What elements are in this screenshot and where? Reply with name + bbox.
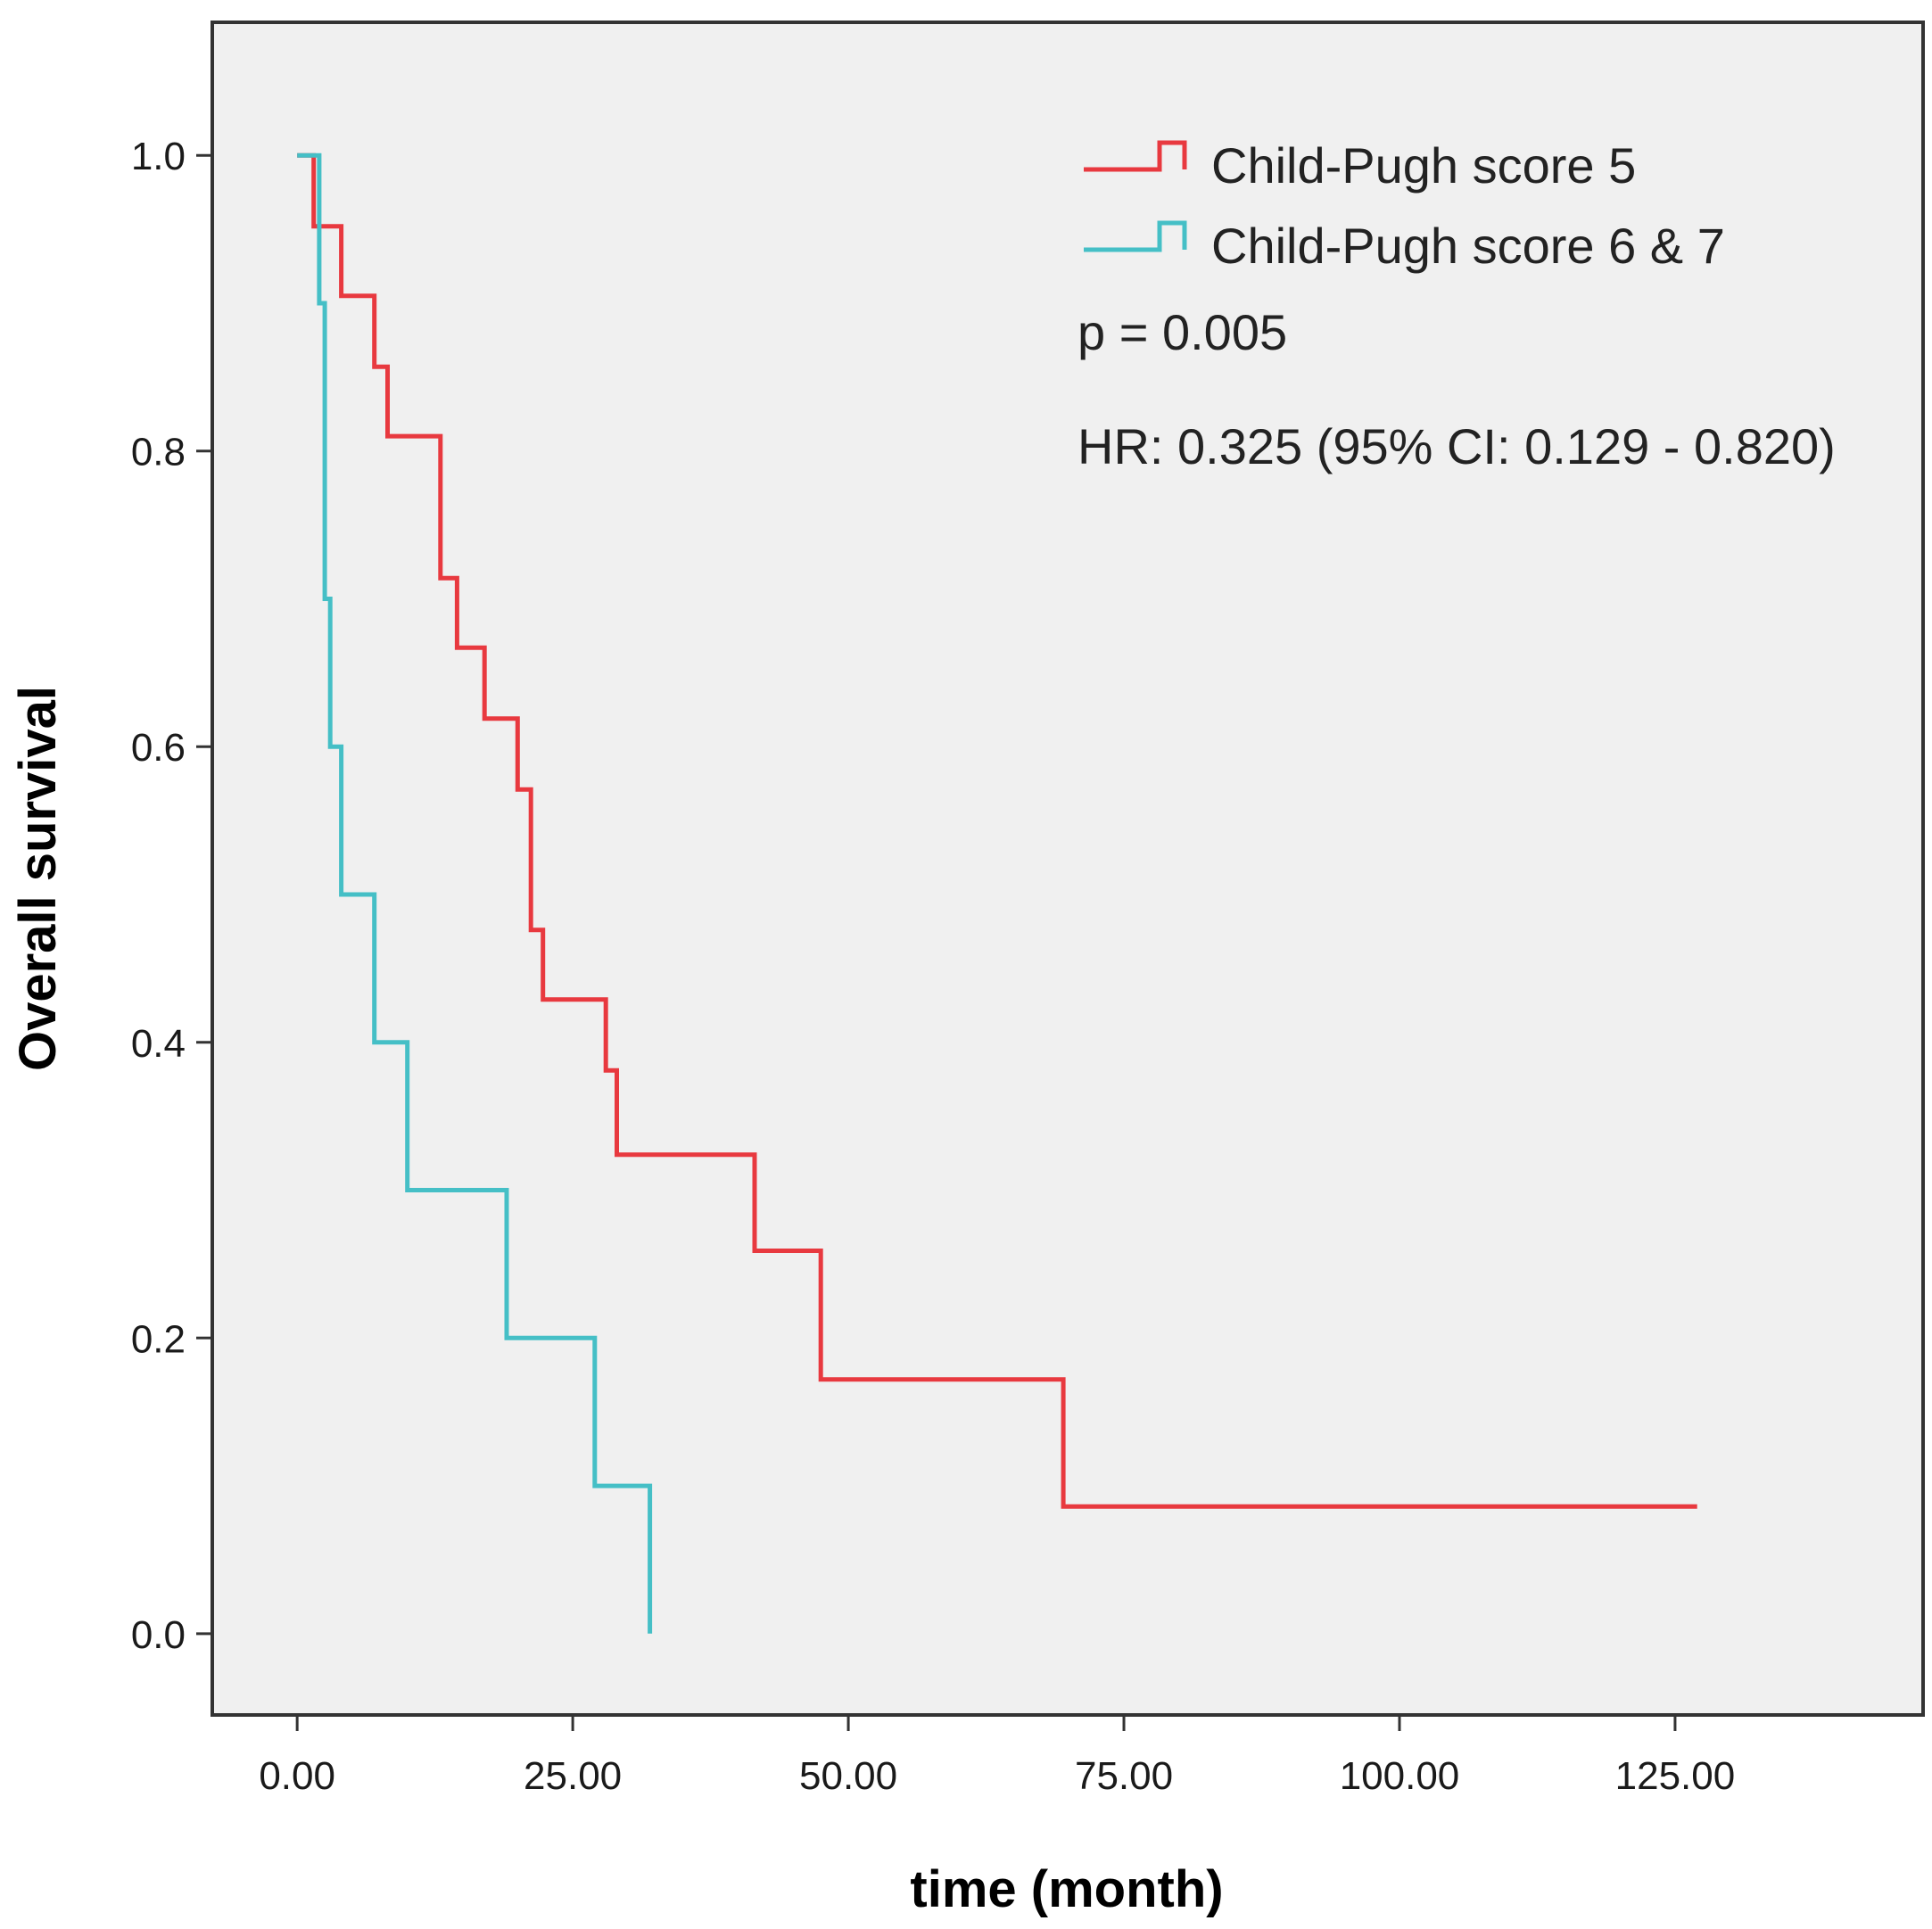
legend: Child-Pugh score 5 Child-Pugh score 6 & … [1084,137,1725,274]
x-tick-label: 100.00 [1340,1754,1460,1798]
legend-label-child-pugh-5: Child-Pugh score 5 [1211,137,1636,194]
y-tick-label: 0.6 [131,726,186,770]
x-tick-label: 25.00 [524,1754,622,1798]
x-axis-ticks: 0.00 25.00 50.00 75.00 100.00 125.00 [259,1715,1735,1798]
x-tick-label: 75.00 [1075,1754,1173,1798]
y-tick-label: 0.2 [131,1317,186,1361]
series-layer [297,153,1697,1634]
hazard-ratio-annotation: HR: 0.325 (95% CI: 0.129 - 0.820) [1077,418,1836,474]
y-tick-label: 0.8 [131,431,186,474]
y-tick-label: 1.0 [131,135,186,178]
x-tick-label: 125.00 [1615,1754,1736,1798]
x-tick-label: 0.00 [259,1754,335,1798]
p-value-annotation: p = 0.005 [1077,304,1287,360]
x-tick-label: 50.00 [799,1754,897,1798]
series-line-child-pugh-6-7 [297,153,653,1634]
legend-label-child-pugh-6-7: Child-Pugh score 6 & 7 [1211,218,1725,274]
y-axis-title: Overall survival [9,686,67,1071]
y-tick-label: 0.4 [131,1022,186,1066]
y-tick-label: 0.0 [131,1613,186,1657]
plot-background [211,21,1925,1717]
legend-swatch-child-pugh-5 [1084,140,1187,172]
y-axis-ticks: 0.0 0.2 0.4 0.6 0.8 1.0 [131,135,212,1657]
series-line-child-pugh-5 [297,153,1697,1509]
x-axis-title: time (month) [910,1860,1223,1918]
legend-swatch-child-pugh-6-7 [1084,220,1187,252]
